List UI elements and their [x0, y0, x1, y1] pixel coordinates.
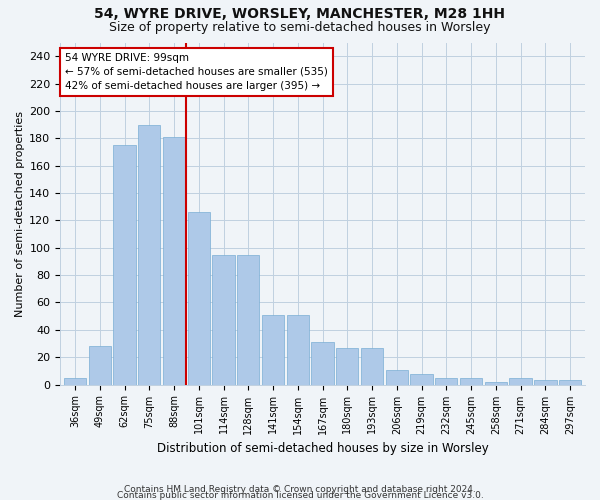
Text: Contains HM Land Registry data © Crown copyright and database right 2024.: Contains HM Land Registry data © Crown c…	[124, 485, 476, 494]
Bar	[212, 254, 235, 384]
Bar	[287, 315, 309, 384]
Bar	[485, 382, 507, 384]
Y-axis label: Number of semi-detached properties: Number of semi-detached properties	[15, 110, 25, 316]
Bar	[435, 378, 457, 384]
Text: 54, WYRE DRIVE, WORSLEY, MANCHESTER, M28 1HH: 54, WYRE DRIVE, WORSLEY, MANCHESTER, M28…	[95, 8, 505, 22]
Bar	[386, 370, 408, 384]
Bar	[262, 315, 284, 384]
Bar	[188, 212, 210, 384]
Bar	[89, 346, 111, 385]
Bar	[163, 137, 185, 384]
Bar	[559, 380, 581, 384]
X-axis label: Distribution of semi-detached houses by size in Worsley: Distribution of semi-detached houses by …	[157, 442, 488, 455]
Bar	[64, 378, 86, 384]
Text: Contains public sector information licensed under the Government Licence v3.0.: Contains public sector information licen…	[116, 491, 484, 500]
Bar	[410, 374, 433, 384]
Bar	[361, 348, 383, 385]
Text: 54 WYRE DRIVE: 99sqm
← 57% of semi-detached houses are smaller (535)
42% of semi: 54 WYRE DRIVE: 99sqm ← 57% of semi-detac…	[65, 53, 328, 91]
Bar	[311, 342, 334, 384]
Text: Size of property relative to semi-detached houses in Worsley: Size of property relative to semi-detach…	[109, 21, 491, 34]
Bar	[534, 380, 557, 384]
Bar	[138, 124, 160, 384]
Bar	[336, 348, 358, 385]
Bar	[509, 378, 532, 384]
Bar	[113, 145, 136, 384]
Bar	[460, 378, 482, 384]
Bar	[237, 254, 259, 384]
